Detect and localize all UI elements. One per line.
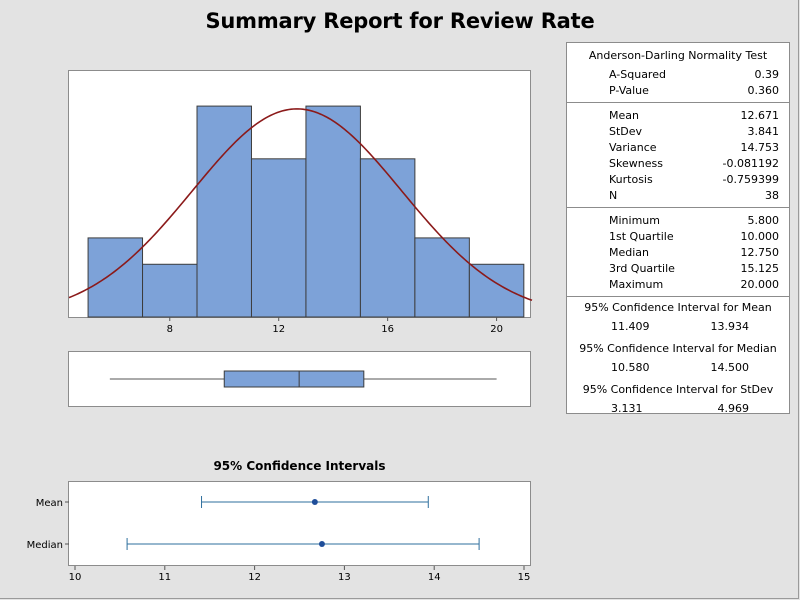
- stat-value: 10.000: [740, 230, 780, 243]
- stat-row: 1st Quartile 10.000: [567, 229, 789, 245]
- x-tick-label: 12: [248, 572, 261, 583]
- x-tick-label: 14: [428, 572, 441, 583]
- ci-median-values: 10.580 14.500: [567, 360, 789, 376]
- normality-title: Anderson-Darling Normality Test: [588, 49, 768, 62]
- stat-label: Maximum: [609, 278, 664, 291]
- stat-row: Mean 12.671: [567, 108, 789, 124]
- stat-label: 3rd Quartile: [609, 262, 675, 275]
- stat-label: P-Value: [609, 84, 649, 97]
- stat-value: 3.841: [747, 125, 780, 138]
- histogram-bar: [142, 263, 198, 318]
- boxplot-chart: [109, 370, 497, 388]
- histogram-bar: [196, 105, 252, 318]
- x-tick-label: 11: [158, 572, 171, 583]
- normal-curve: [68, 108, 533, 302]
- stat-label: 1st Quartile: [609, 230, 674, 243]
- stat-value: 12.671: [740, 109, 780, 122]
- ci-chart: Mean Median 10 11 12 13 14 15: [27, 496, 530, 583]
- ci-high-value: 14.500: [710, 361, 750, 374]
- ci-stdev-values: 3.131 4.969: [567, 401, 789, 417]
- stat-value: 0.360: [747, 84, 780, 97]
- stat-label: Minimum: [609, 214, 660, 227]
- stat-value: 0.39: [754, 68, 780, 81]
- histogram-bar: [414, 237, 470, 318]
- quantiles-section: Minimum 5.800 1st Quartile 10.000 Median 12…: [567, 208, 789, 297]
- x-tick-label: 16: [381, 324, 394, 335]
- histogram-panel: 8 12 16 20: [68, 70, 533, 335]
- stat-row: A-Squared 0.39: [567, 67, 789, 83]
- x-tick-label: 8: [167, 324, 173, 335]
- stat-value: -0.081192: [722, 157, 779, 170]
- stat-value: 20.000: [740, 278, 780, 291]
- stat-row: StDev 3.841: [567, 124, 789, 140]
- stat-label: N: [609, 189, 618, 202]
- stat-label: Skewness: [609, 157, 663, 170]
- stat-value: 15.125: [740, 262, 780, 275]
- x-tick-label: 10: [69, 572, 82, 583]
- stat-row: 3rd Quartile 15.125: [567, 261, 789, 277]
- moments-section: Mean 12.671 StDev 3.841 Variance 14.753 Ske…: [567, 103, 789, 208]
- x-tick-label: 13: [338, 572, 351, 583]
- stat-row: Median 12.750: [567, 245, 789, 261]
- x-tick-label: 15: [518, 572, 531, 583]
- stat-row: Maximum 20.000: [567, 277, 789, 293]
- ci-panel: Mean Median 10 11 12 13 14 15: [27, 481, 531, 583]
- stat-row: Minimum 5.800: [567, 213, 789, 229]
- ci-category-label: Mean: [36, 498, 63, 509]
- stat-label: A-Squared: [609, 68, 666, 81]
- histogram-bar: [359, 158, 416, 318]
- ci-high-value: 4.969: [717, 402, 750, 415]
- intervals-section: 95% Confidence Interval for Mean 11.409 1…: [567, 297, 789, 420]
- x-tick-label: 12: [272, 324, 285, 335]
- stat-row: N 38: [567, 188, 789, 204]
- ci-low-value: 10.580: [611, 361, 650, 374]
- stat-row: P-Value 0.360: [567, 83, 789, 99]
- histogram-bar: [250, 158, 307, 318]
- histogram-bar: [87, 237, 144, 318]
- stat-value: 12.750: [740, 246, 780, 259]
- stat-label: Kurtosis: [609, 173, 653, 186]
- stat-label: Variance: [609, 141, 657, 154]
- stat-value: -0.759399: [722, 173, 779, 186]
- stat-row: Skewness -0.081192: [567, 156, 789, 172]
- stat-label: Mean: [609, 109, 639, 122]
- ci-estimate-point: [318, 541, 325, 547]
- histogram-bar: [468, 263, 525, 318]
- boxplot-panel: [68, 351, 531, 407]
- ci-low-value: 11.409: [611, 320, 650, 333]
- ci-stdev-title: 95% Confidence Interval for StDev: [582, 383, 774, 396]
- stat-value: 14.753: [740, 141, 780, 154]
- stat-label: Median: [609, 246, 650, 259]
- iqr-box: [223, 370, 365, 388]
- histogram-bar: [305, 105, 361, 318]
- x-tick-label: 20: [490, 324, 503, 335]
- ci-chart-title: 95% Confidence Intervals: [213, 459, 386, 473]
- statistics-table: Anderson-Darling Normality Test A-Square…: [566, 42, 790, 415]
- stat-value: 38: [765, 189, 779, 202]
- ci-median-title: 95% Confidence Interval for Median: [579, 342, 777, 355]
- report-title: Summary Report for Review Rate: [205, 9, 595, 33]
- ci-high-value: 13.934: [710, 320, 750, 333]
- histogram-chart: 8 12 16 20: [68, 105, 533, 335]
- stat-row: Variance 14.753: [567, 140, 789, 156]
- normality-section: Anderson-Darling Normality Test A-Square…: [567, 43, 789, 103]
- ci-mean-title: 95% Confidence Interval for Mean: [584, 301, 772, 314]
- ci-estimate-point: [311, 499, 318, 505]
- ci-mean-values: 11.409 13.934: [567, 319, 789, 335]
- ci-category-label: Median: [27, 540, 63, 551]
- stat-label: StDev: [609, 125, 643, 138]
- stat-row: Kurtosis -0.759399: [567, 172, 789, 188]
- stat-value: 5.800: [747, 214, 780, 227]
- ci-low-value: 3.131: [611, 402, 643, 415]
